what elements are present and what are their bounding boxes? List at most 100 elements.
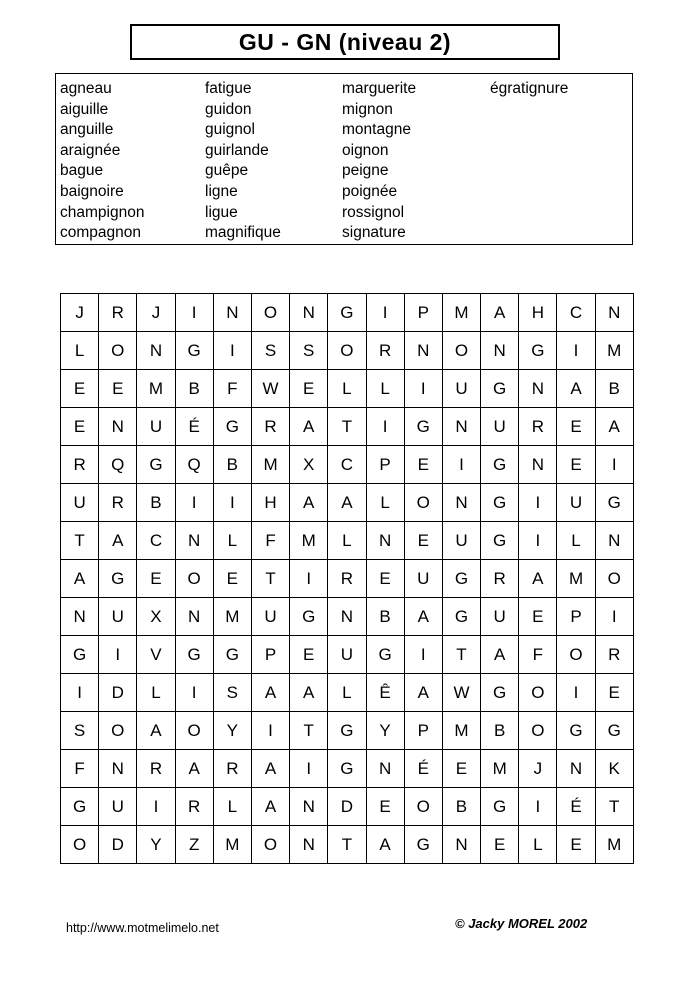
letter-cell[interactable]: N — [136, 331, 176, 370]
letter-cell[interactable]: I — [518, 483, 558, 522]
letter-cell[interactable]: G — [480, 521, 520, 560]
letter-cell[interactable]: Y — [136, 825, 176, 864]
letter-cell[interactable]: L — [327, 673, 367, 712]
letter-cell[interactable]: G — [365, 635, 405, 674]
letter-cell[interactable]: T — [59, 521, 100, 560]
letter-cell[interactable]: P — [556, 597, 596, 636]
letter-cell[interactable]: C — [136, 521, 176, 560]
letter-cell[interactable]: A — [98, 521, 138, 560]
letter-cell[interactable]: O — [98, 711, 138, 750]
letter-cell[interactable]: I — [556, 673, 596, 712]
letter-cell[interactable]: T — [250, 559, 291, 598]
letter-cell[interactable]: G — [327, 293, 367, 332]
letter-cell[interactable]: L — [556, 521, 596, 560]
letter-cell[interactable]: E — [59, 407, 100, 446]
letter-cell[interactable]: A — [136, 711, 176, 750]
letter-cell[interactable]: G — [212, 635, 252, 674]
letter-cell[interactable]: X — [136, 597, 176, 636]
letter-cell[interactable]: G — [480, 483, 520, 522]
letter-cell[interactable]: E — [136, 559, 176, 598]
letter-cell[interactable]: M — [594, 825, 634, 864]
letter-cell[interactable]: N — [441, 825, 482, 864]
letter-cell[interactable]: E — [289, 369, 329, 408]
letter-cell[interactable]: O — [518, 673, 558, 712]
letter-cell[interactable]: R — [480, 559, 520, 598]
letter-cell[interactable]: N — [480, 331, 520, 370]
letter-cell[interactable]: E — [556, 445, 596, 484]
letter-cell[interactable]: O — [441, 331, 482, 370]
letter-cell[interactable]: S — [212, 673, 252, 712]
letter-cell[interactable]: A — [403, 597, 443, 636]
letter-cell[interactable]: N — [174, 597, 214, 636]
letter-cell[interactable]: U — [98, 597, 138, 636]
letter-cell[interactable]: A — [327, 483, 367, 522]
letter-cell[interactable]: R — [136, 749, 176, 788]
letter-cell[interactable]: I — [136, 787, 176, 826]
letter-cell[interactable]: H — [518, 293, 558, 332]
letter-cell[interactable]: L — [365, 369, 405, 408]
letter-cell[interactable]: R — [327, 559, 367, 598]
letter-cell[interactable]: U — [327, 635, 367, 674]
letter-cell[interactable]: E — [594, 673, 634, 712]
letter-cell[interactable]: W — [250, 369, 291, 408]
letter-cell[interactable]: A — [518, 559, 558, 598]
letter-cell[interactable]: I — [174, 673, 214, 712]
letter-cell[interactable]: M — [480, 749, 520, 788]
letter-cell[interactable]: T — [441, 635, 482, 674]
letter-cell[interactable]: I — [594, 445, 634, 484]
letter-cell[interactable]: O — [556, 635, 596, 674]
letter-cell[interactable]: N — [212, 293, 252, 332]
letter-cell[interactable]: N — [289, 787, 329, 826]
letter-cell[interactable]: S — [250, 331, 291, 370]
letter-cell[interactable]: B — [594, 369, 634, 408]
letter-cell[interactable]: L — [212, 521, 252, 560]
letter-cell[interactable]: I — [98, 635, 138, 674]
letter-cell[interactable]: I — [441, 445, 482, 484]
letter-cell[interactable]: U — [441, 369, 482, 408]
letter-cell[interactable]: I — [59, 673, 100, 712]
letter-cell[interactable]: O — [98, 331, 138, 370]
letter-cell[interactable]: E — [441, 749, 482, 788]
letter-cell[interactable]: I — [212, 331, 252, 370]
letter-cell[interactable]: G — [174, 331, 214, 370]
letter-cell[interactable]: A — [594, 407, 634, 446]
letter-cell[interactable]: G — [441, 597, 482, 636]
letter-cell[interactable]: M — [136, 369, 176, 408]
letter-cell[interactable]: U — [250, 597, 291, 636]
letter-cell[interactable]: I — [174, 293, 214, 332]
letter-cell[interactable]: E — [480, 825, 520, 864]
letter-cell[interactable]: B — [174, 369, 214, 408]
letter-cell[interactable]: F — [250, 521, 291, 560]
letter-cell[interactable]: A — [174, 749, 214, 788]
letter-cell[interactable]: A — [365, 825, 405, 864]
letter-cell[interactable]: E — [212, 559, 252, 598]
letter-cell[interactable]: O — [327, 331, 367, 370]
letter-cell[interactable]: P — [365, 445, 405, 484]
letter-cell[interactable]: N — [289, 293, 329, 332]
letter-cell[interactable]: E — [365, 787, 405, 826]
letter-cell[interactable]: G — [480, 445, 520, 484]
letter-cell[interactable]: I — [403, 635, 443, 674]
letter-cell[interactable]: T — [289, 711, 329, 750]
letter-cell[interactable]: I — [174, 483, 214, 522]
letter-cell[interactable]: E — [556, 407, 596, 446]
letter-cell[interactable]: N — [174, 521, 214, 560]
letter-cell[interactable]: A — [289, 483, 329, 522]
letter-cell[interactable]: C — [556, 293, 596, 332]
letter-cell[interactable]: S — [59, 711, 100, 750]
letter-cell[interactable]: A — [289, 673, 329, 712]
letter-cell[interactable]: F — [518, 635, 558, 674]
letter-cell[interactable]: R — [594, 635, 634, 674]
letter-cell[interactable]: O — [594, 559, 634, 598]
letter-cell[interactable]: A — [289, 407, 329, 446]
letter-cell[interactable]: M — [594, 331, 634, 370]
letter-cell[interactable]: I — [518, 521, 558, 560]
letter-cell[interactable]: I — [212, 483, 252, 522]
letter-cell[interactable]: B — [441, 787, 482, 826]
letter-cell[interactable]: B — [212, 445, 252, 484]
letter-cell[interactable]: F — [59, 749, 100, 788]
letter-cell[interactable]: E — [98, 369, 138, 408]
letter-cell[interactable]: I — [250, 711, 291, 750]
letter-cell[interactable]: I — [289, 559, 329, 598]
